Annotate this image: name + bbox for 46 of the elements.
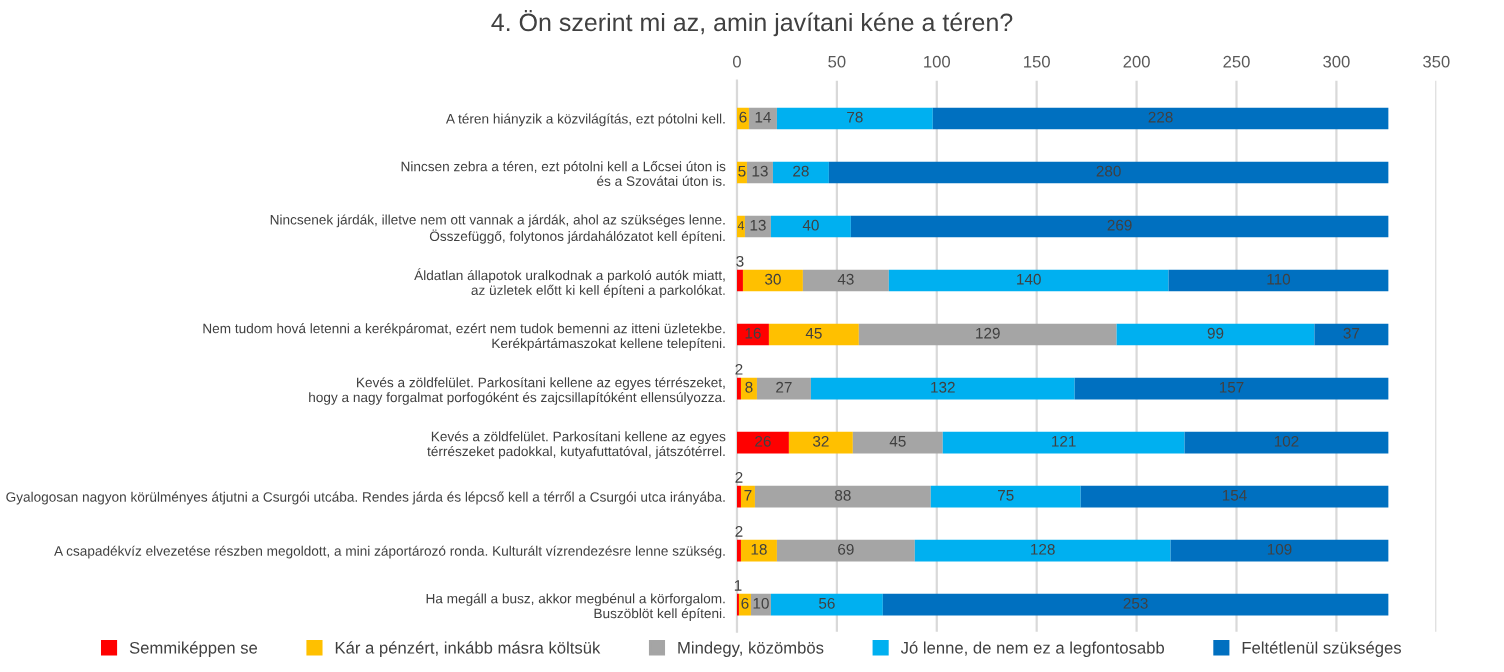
bar [828,161,1389,184]
bar [852,431,943,454]
bar [776,539,915,562]
bar [858,323,1117,346]
legend-label: Feltétlenül szükséges [1242,641,1402,657]
bar [1168,269,1389,292]
x-tick-label: 50 [828,55,846,68]
bar [754,485,931,508]
bar [850,215,1389,238]
legend-label: Kár a pénzért, inkább másra költsük [335,641,601,657]
bar [772,161,829,184]
x-tick-label: 100 [924,55,951,68]
bar [1184,431,1389,454]
legend-label: Mindegy, közömbös [678,641,824,657]
bar [914,539,1171,562]
bar [930,485,1081,508]
x-tick-label: 350 [1423,55,1450,68]
bar [810,377,1075,400]
bar [736,269,743,292]
bar [1170,539,1389,562]
x-tick-label: 250 [1223,55,1250,68]
bar [788,431,853,454]
bar [770,593,883,616]
bar [768,323,859,346]
x-tick-label: 200 [1123,55,1150,68]
bar [888,269,1169,292]
x-tick-label: 0 [732,55,741,68]
bar [770,215,851,238]
chart-title: 4. Ön szerint mi az, amin javítani kéne a téren? [491,10,1013,37]
x-tick-label: 300 [1323,55,1350,68]
bar [932,107,1389,130]
legend-label: Jó lenne, de nem ez a legfontosabb [900,641,1165,657]
bar [802,269,889,292]
bar [756,377,811,400]
bar [740,485,755,508]
bar [1314,323,1389,346]
bar [1116,323,1315,346]
x-tick-label: 150 [1024,55,1050,68]
legend-label: Semmiképpen se [129,641,258,657]
bar [882,593,1389,616]
bar [742,269,803,292]
bar [942,431,1185,454]
bar [1074,377,1389,400]
bar [736,431,789,454]
bar [776,107,933,130]
bar [1080,485,1389,508]
